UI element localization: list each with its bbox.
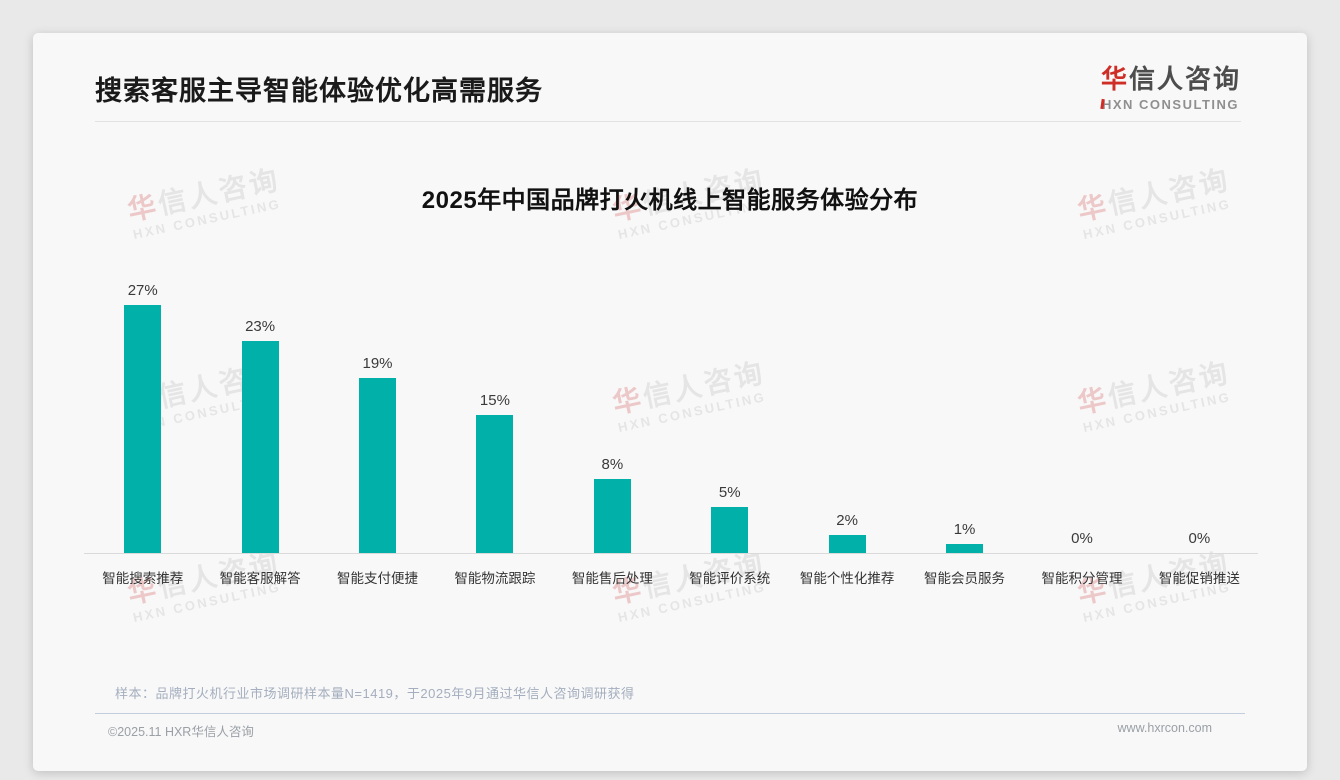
chart-bar-column: 23% [201, 268, 318, 553]
logo-subtitle-text: HXN CONSULTING [1101, 97, 1240, 112]
bar [711, 507, 749, 553]
bar-value-label: 0% [1188, 530, 1211, 547]
x-axis-tick-label: 智能物流跟踪 [454, 571, 536, 586]
chart-bar-column: 1% [906, 268, 1023, 553]
x-axis-tick-label: 智能评价系统 [689, 571, 771, 586]
chart-bar-column: 19% [319, 268, 436, 553]
sample-footnote: 样本：品牌打火机行业市场调研样本量N=1419，于2025年9月通过华信人咨询调… [115, 686, 635, 701]
copyright-text: ©2025.11 HXR华信人咨询 [108, 725, 254, 739]
page-title: 搜索客服主导智能体验优化高需服务 [95, 76, 543, 106]
bar-value-label: 2% [836, 511, 858, 529]
bar [593, 479, 631, 553]
x-axis-tick-label: 智能支付便捷 [337, 571, 419, 586]
bar [476, 415, 514, 553]
x-axis-tick-label: 智能积分管理 [1041, 571, 1123, 586]
chart-bar-column: 15% [436, 268, 553, 553]
header-divider [95, 121, 1241, 122]
footer-bar: ©2025.11 HXR华信人咨询 www.hxrcon.com [108, 721, 1212, 740]
logo-brand-first-char: 华 [1100, 64, 1129, 94]
x-axis-line [84, 553, 1258, 554]
chart-bar-column: 8% [554, 268, 671, 553]
chart-plot-area: 27% 23% 19% 15% 8% 5% 2% 1% 0% 0% [84, 268, 1258, 553]
bar [828, 534, 866, 553]
bar-value-label: 1% [953, 520, 976, 538]
bar-value-label: 5% [718, 484, 741, 501]
chart-bar-column: 27% [84, 268, 201, 553]
bar [359, 378, 397, 553]
report-slide: 华信人咨询 HXN CONSULTING 华信人咨询 HXN CONSULTING 华信… [33, 33, 1307, 771]
brand-logo: 华信人咨询 HXN CONSULTING [1100, 59, 1241, 112]
chart-bar-column: 0% [1023, 268, 1140, 553]
bar-value-label: 27% [127, 281, 158, 299]
chart-title: 2025年中国品牌打火机线上智能服务体验分布 [421, 187, 919, 214]
website-url: www.hxrcon.com [1117, 721, 1212, 735]
x-axis-tick-label: 智能促销推送 [1158, 571, 1240, 586]
bar [946, 543, 984, 553]
bar-value-label: 23% [245, 318, 276, 336]
logo-brand-rest: 信人咨询 [1128, 64, 1241, 94]
chart-bar-column: 2% [788, 268, 905, 553]
x-axis-tick-label: 智能客服解答 [219, 571, 301, 586]
x-axis-tick-label: 智能会员服务 [924, 571, 1006, 586]
x-axis-labels: 智能搜索推荐 智能客服解答 智能支付便捷 智能物流跟踪 智能售后处理 智能评价系统 智能个性… [84, 567, 1258, 587]
logo-brand-name: 华信人咨询 [1101, 59, 1241, 96]
footer-divider [95, 713, 1245, 714]
chart-bar-column: 5% [671, 268, 788, 553]
x-axis-tick-label: 智能售后处理 [571, 571, 653, 586]
bar-value-label: 8% [601, 456, 624, 474]
bar-value-label: 0% [1071, 530, 1093, 547]
bar-value-label: 15% [479, 392, 510, 409]
logo-subtitle: HXN CONSULTING [1100, 97, 1241, 112]
chart-bar-column: 0% [1141, 268, 1258, 553]
bar [124, 304, 162, 553]
bar [241, 341, 279, 553]
bar-value-label: 19% [362, 355, 393, 373]
x-axis-tick-label: 智能搜索推荐 [102, 571, 184, 586]
x-axis-tick-label: 智能个性化推荐 [799, 571, 895, 586]
